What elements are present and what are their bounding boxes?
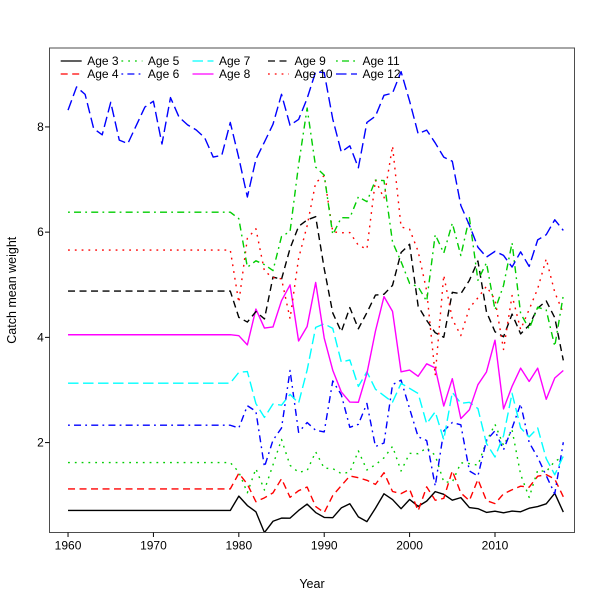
- svg-text:Age 3: Age 3: [87, 54, 119, 68]
- svg-text:Age 11: Age 11: [363, 54, 400, 68]
- svg-text:1980: 1980: [225, 539, 252, 553]
- svg-text:Age 10: Age 10: [295, 67, 333, 81]
- svg-text:1970: 1970: [140, 539, 167, 553]
- svg-text:2000: 2000: [396, 539, 423, 553]
- svg-text:Age 4: Age 4: [87, 67, 119, 81]
- svg-text:Age 5: Age 5: [148, 54, 180, 68]
- svg-text:2: 2: [37, 436, 44, 450]
- svg-text:1960: 1960: [55, 539, 82, 553]
- svg-text:1990: 1990: [311, 539, 338, 553]
- svg-text:Catch mean weight: Catch mean weight: [5, 236, 19, 344]
- svg-text:Year: Year: [299, 577, 324, 591]
- svg-text:Age 12: Age 12: [363, 67, 401, 81]
- svg-text:2010: 2010: [482, 539, 509, 553]
- svg-text:4: 4: [37, 330, 44, 344]
- svg-text:Age 7: Age 7: [219, 54, 251, 68]
- svg-text:Age 6: Age 6: [148, 67, 180, 81]
- svg-text:6: 6: [37, 225, 44, 239]
- svg-text:Age 9: Age 9: [295, 54, 327, 68]
- svg-text:8: 8: [37, 120, 44, 134]
- svg-text:Age 8: Age 8: [219, 67, 251, 81]
